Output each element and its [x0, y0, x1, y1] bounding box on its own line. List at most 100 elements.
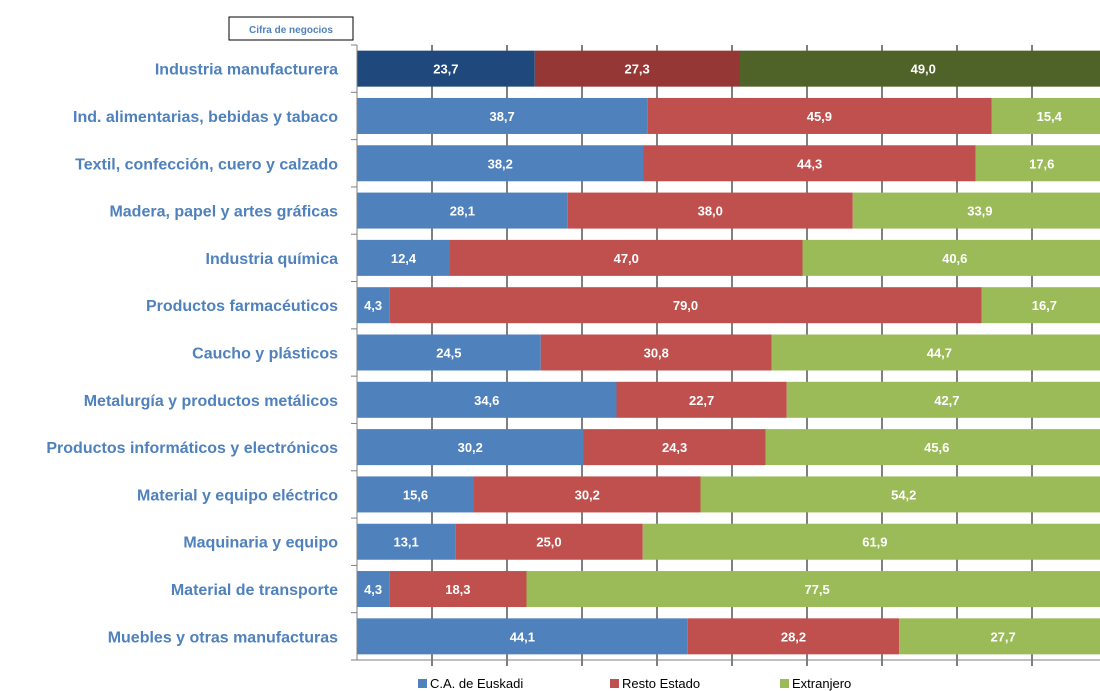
value-label-resto-estado-material-de-transporte: 18,3 [445, 582, 470, 597]
value-label-c-a-de-euskadi-productos-informaticos-y-electronicos: 30,2 [458, 440, 483, 455]
value-label-extranjero-maquinaria-y-equipo: 61,9 [862, 535, 887, 550]
legend-swatch-extranjero [780, 679, 789, 688]
note-box [228, 16, 354, 41]
value-label-c-a-de-euskadi-material-y-equipo-electrico: 15,6 [403, 487, 428, 502]
value-label-c-a-de-euskadi-muebles-y-otras-manufacturas: 44,1 [510, 629, 535, 644]
value-label-resto-estado-productos-farmaceuticos: 79,0 [673, 298, 698, 313]
value-label-c-a-de-euskadi-textil-confeccion-cuero-y-calzado: 38,2 [488, 156, 513, 171]
value-label-resto-estado-industria-manufacturera: 27,3 [624, 62, 649, 77]
value-label-resto-estado-madera-papel-y-artes-graficas: 38,0 [698, 204, 723, 219]
bars [357, 50, 1100, 655]
axes [351, 44, 1100, 661]
bar-resto-estado-caucho-y-plasticos [540, 334, 772, 371]
category-label-metalurgia-y-productos-metalicos: Metalurgía y productos metálicos [84, 393, 338, 410]
bar-resto-estado-industria-quimica [450, 239, 803, 276]
value-label-resto-estado-textil-confeccion-cuero-y-calzado: 44,3 [797, 156, 822, 171]
legend-swatch-resto-estado [610, 679, 619, 688]
bar-resto-estado-industria-manufacturera [534, 50, 740, 87]
category-label-ind-alimentarias-bebidas-y-tabaco: Ind. alimentarias, bebidas y tabaco [73, 109, 338, 126]
bar-resto-estado-ind-alimentarias-bebidas-y-tabaco [647, 97, 992, 134]
value-label-c-a-de-euskadi-material-de-transporte: 4,3 [364, 582, 382, 597]
value-label-c-a-de-euskadi-caucho-y-plasticos: 24,5 [436, 346, 461, 361]
bar-c-a-de-euskadi-metalurgia-y-productos-metalicos [357, 381, 617, 418]
category-labels: Industria manufacturera Ind. alimentarias… [46, 62, 338, 647]
bar-c-a-de-euskadi-ind-alimentarias-bebidas-y-tabaco [357, 97, 648, 134]
category-label-caucho-y-plasticos: Caucho y plásticos [192, 346, 338, 363]
bar-extranjero-madera-papel-y-artes-graficas [852, 192, 1100, 229]
category-label-material-y-equipo-electrico: Material y equipo eléctrico [137, 487, 338, 504]
value-label-c-a-de-euskadi-madera-papel-y-artes-graficas: 28,1 [450, 204, 475, 219]
value-label-extranjero-material-y-equipo-electrico: 54,2 [891, 487, 916, 502]
value-label-extranjero-madera-papel-y-artes-graficas: 33,9 [967, 204, 992, 219]
bar-resto-estado-productos-informaticos-y-electronicos [583, 429, 766, 466]
bar-extranjero-muebles-y-otras-manufacturas [899, 618, 1100, 655]
bar-c-a-de-euskadi-muebles-y-otras-manufacturas [357, 618, 688, 655]
bar-resto-estado-maquinaria-y-equipo [455, 523, 643, 560]
value-label-extranjero-muebles-y-otras-manufacturas: 27,7 [990, 629, 1015, 644]
value-label-extranjero-industria-manufacturera: 49,0 [911, 62, 936, 77]
bar-extranjero-textil-confeccion-cuero-y-calzado [975, 145, 1100, 182]
bar-extranjero-material-de-transporte [526, 571, 1100, 608]
bar-extranjero-maquinaria-y-equipo [642, 523, 1100, 560]
value-label-c-a-de-euskadi-productos-farmaceuticos: 4,3 [364, 298, 382, 313]
bar-c-a-de-euskadi-maquinaria-y-equipo [357, 523, 456, 560]
bar-resto-estado-material-y-equipo-electrico [474, 476, 701, 513]
bar-c-a-de-euskadi-productos-farmaceuticos [357, 287, 390, 324]
legend: C.A. de Euskadi Resto Estado Extranjero [418, 676, 851, 691]
bar-c-a-de-euskadi-material-y-equipo-electrico [357, 476, 474, 513]
bar-extranjero-material-y-equipo-electrico [700, 476, 1100, 513]
bar-extranjero-metalurgia-y-productos-metalicos [786, 381, 1100, 418]
value-label-extranjero-caucho-y-plasticos: 44,7 [927, 346, 952, 361]
value-label-resto-estado-industria-quimica: 47,0 [614, 251, 639, 266]
category-label-productos-farmaceuticos: Productos farmacéuticos [146, 298, 338, 315]
category-label-maquinaria-y-equipo: Maquinaria y equipo [183, 535, 338, 552]
value-label-resto-estado-productos-informaticos-y-electronicos: 24,3 [662, 440, 687, 455]
bar-resto-estado-material-de-transporte [389, 571, 527, 608]
value-label-resto-estado-caucho-y-plasticos: 30,8 [644, 346, 669, 361]
legend-label-extranjero: Extranjero [792, 676, 851, 691]
value-label-c-a-de-euskadi-industria-manufacturera: 23,7 [433, 62, 458, 77]
bar-extranjero-productos-farmaceuticos [981, 287, 1100, 324]
bar-resto-estado-textil-confeccion-cuero-y-calzado [643, 145, 976, 182]
category-label-industria-manufacturera: Industria manufacturera [155, 62, 338, 79]
legend-label-c-a-de-euskadi: C.A. de Euskadi [430, 676, 523, 691]
legend-label-resto-estado: Resto Estado [622, 676, 700, 691]
value-label-extranjero-material-de-transporte: 77,5 [804, 582, 829, 597]
value-label-c-a-de-euskadi-maquinaria-y-equipo: 13,1 [393, 535, 418, 550]
bar-resto-estado-madera-papel-y-artes-graficas [567, 192, 853, 229]
bar-resto-estado-metalurgia-y-productos-metalicos [616, 381, 787, 418]
category-label-textil-confeccion-cuero-y-calzado: Textil, confección, cuero y calzado [75, 156, 338, 173]
value-label-extranjero-productos-farmaceuticos: 16,7 [1032, 298, 1057, 313]
bar-c-a-de-euskadi-madera-papel-y-artes-graficas [357, 192, 568, 229]
bar-c-a-de-euskadi-textil-confeccion-cuero-y-calzado [357, 145, 644, 182]
legend-swatch-c-a-de-euskadi [418, 679, 427, 688]
value-label-extranjero-industria-quimica: 40,6 [942, 251, 967, 266]
bar-resto-estado-productos-farmaceuticos [389, 287, 982, 324]
category-label-industria-quimica: Industria química [206, 251, 339, 268]
value-label-resto-estado-material-y-equipo-electrico: 30,2 [575, 487, 600, 502]
bar-c-a-de-euskadi-material-de-transporte [357, 571, 390, 608]
value-labels: 23,7 27,3 49,0 38,7 45,9 15,4 38,2 44,3 17,6 28,1… [364, 62, 1063, 645]
note-box-group: Cifra de negocios [228, 16, 354, 41]
value-label-extranjero-productos-informaticos-y-electronicos: 45,6 [924, 440, 949, 455]
value-label-c-a-de-euskadi-ind-alimentarias-bebidas-y-tabaco: 38,7 [489, 109, 514, 124]
bar-extranjero-productos-informaticos-y-electronicos [765, 429, 1100, 466]
value-label-resto-estado-muebles-y-otras-manufacturas: 28,2 [781, 629, 806, 644]
value-label-resto-estado-metalurgia-y-productos-metalicos: 22,7 [689, 393, 714, 408]
bar-c-a-de-euskadi-industria-manufacturera [357, 50, 535, 87]
value-label-c-a-de-euskadi-industria-quimica: 12,4 [391, 251, 417, 266]
bar-extranjero-industria-manufacturera [739, 50, 1100, 87]
bar-extranjero-caucho-y-plasticos [771, 334, 1100, 371]
bar-resto-estado-muebles-y-otras-manufacturas [687, 618, 900, 655]
note-box-text: Cifra de negocios [249, 25, 333, 36]
value-label-c-a-de-euskadi-metalurgia-y-productos-metalicos: 34,6 [474, 393, 499, 408]
value-label-extranjero-ind-alimentarias-bebidas-y-tabaco: 15,4 [1037, 109, 1063, 124]
value-label-extranjero-textil-confeccion-cuero-y-calzado: 17,6 [1029, 156, 1054, 171]
bar-c-a-de-euskadi-caucho-y-plasticos [357, 334, 541, 371]
category-label-productos-informaticos-y-electronicos: Productos informáticos y electrónicos [46, 440, 338, 457]
category-label-madera-papel-y-artes-graficas: Madera, papel y artes gráficas [109, 204, 338, 221]
bar-extranjero-industria-quimica [802, 239, 1100, 276]
bar-c-a-de-euskadi-productos-informaticos-y-electronicos [357, 429, 584, 466]
value-label-resto-estado-maquinaria-y-equipo: 25,0 [536, 535, 561, 550]
